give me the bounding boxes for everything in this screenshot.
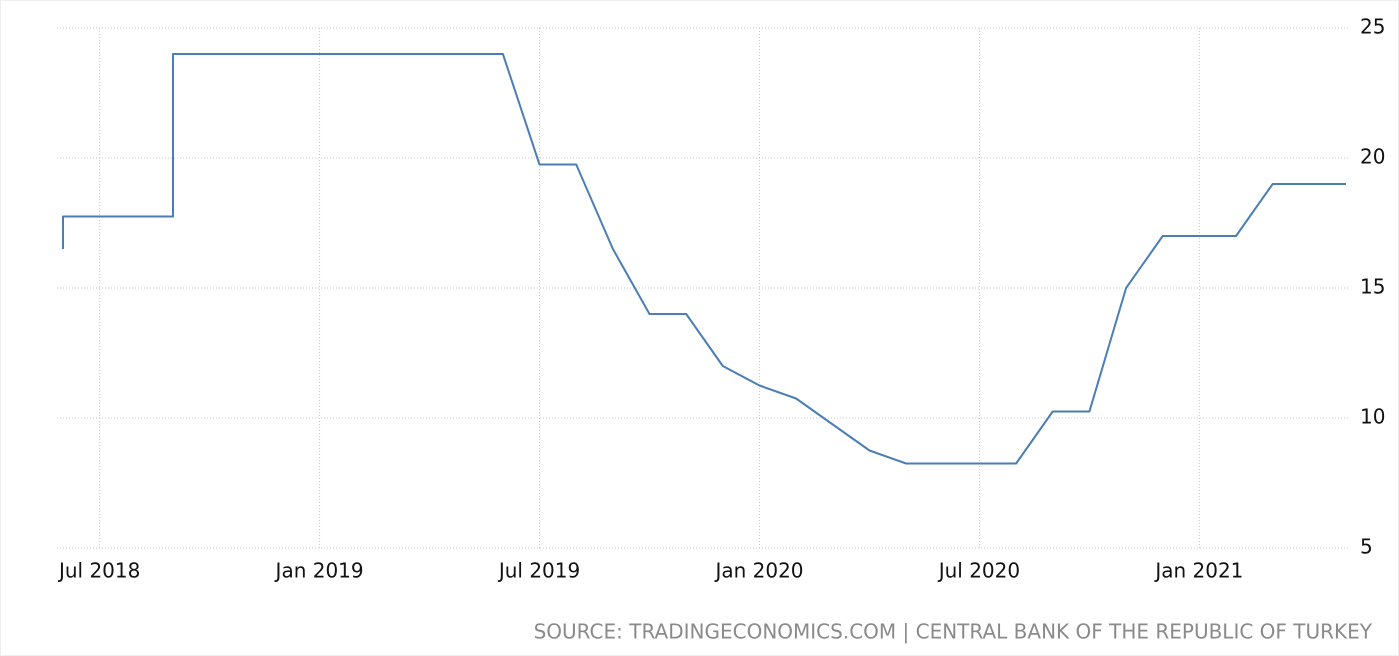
x-tick-label: Jan 2020 xyxy=(713,559,803,583)
y-tick-label: 15 xyxy=(1360,275,1385,299)
y-tick-label: 10 xyxy=(1360,405,1385,429)
x-tick-label: Jul 2020 xyxy=(937,559,1020,583)
line xyxy=(62,53,1346,465)
y-tick-label: 20 xyxy=(1360,145,1385,169)
x-tick-label: Jan 2019 xyxy=(274,559,364,583)
y-tick-label: 25 xyxy=(1360,15,1385,39)
x-tick-label: Jan 2021 xyxy=(1153,559,1243,583)
x-tick-label: Jul 2018 xyxy=(57,559,140,583)
y-tick-label: 5 xyxy=(1360,535,1373,559)
source: SOURCE: TRADINGECONOMICS.COM | CENTRAL B… xyxy=(534,620,1373,644)
x-tick-label: Jul 2019 xyxy=(497,559,580,583)
